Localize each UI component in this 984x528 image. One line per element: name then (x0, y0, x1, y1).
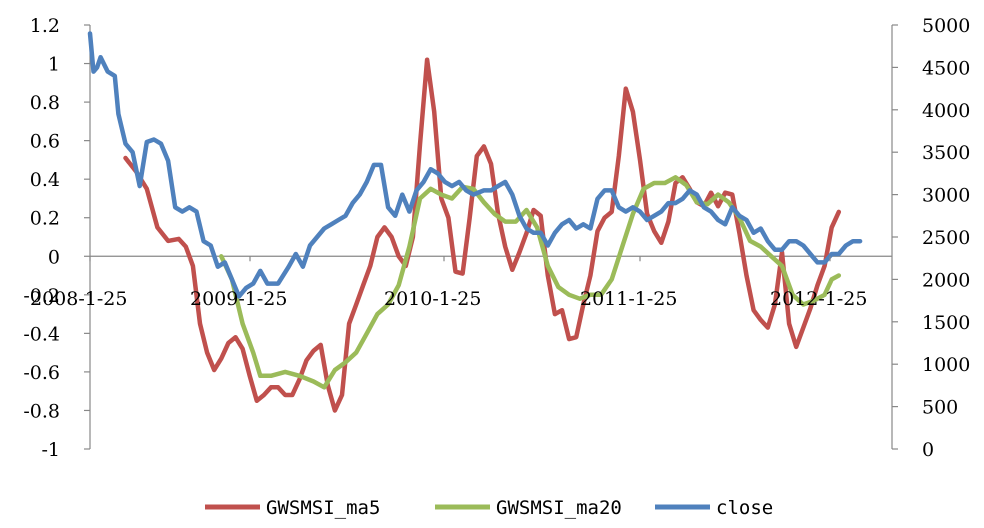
left-y-tick-label: 0.4 (30, 169, 60, 191)
x-tick-label: 2011-1-25 (580, 288, 677, 310)
left-y-tick-label: 1.2 (30, 15, 60, 37)
legend-label: GWSMSI_ma5 (266, 497, 380, 519)
left-y-tick-label: -0.4 (23, 323, 60, 345)
x-tick-label: 2012-1-25 (770, 288, 867, 310)
legend-label: close (716, 497, 773, 519)
right-y-tick-label: 4000 (922, 100, 970, 122)
right-y-tick-label: 3000 (922, 185, 970, 207)
legend-label: GWSMSI_ma20 (496, 497, 622, 519)
right-y-tick-label: 1000 (922, 354, 970, 376)
left-y-tick-label: 0.8 (30, 92, 60, 114)
plot-area: 1.210.80.60.40.20-0.2-0.4-0.6-0.8-1 5000… (23, 15, 970, 461)
left-y-tick-label: -0.2 (23, 285, 60, 307)
left-y-tick-label: -0.8 (23, 400, 60, 422)
series-line-gwsmsi-ma20 (219, 175, 842, 390)
right-y-tick-label: 0 (922, 439, 934, 461)
right-y-tick-label: 2000 (922, 269, 970, 291)
right-y-tick-label: 500 (922, 397, 958, 419)
left-y-tick-label: -0.6 (23, 362, 60, 384)
left-y-tick-label: 0 (48, 246, 60, 268)
legend: GWSMSI_ma5 GWSMSI_ma20 close (205, 497, 773, 519)
left-y-tick-label: 1 (48, 54, 60, 76)
right-y-tick-label: 2500 (922, 227, 970, 249)
right-y-tick-label: 5000 (922, 15, 970, 37)
x-tick-label: 2010-1-25 (384, 288, 481, 310)
series-line-close (87, 31, 863, 299)
series-lines (87, 31, 863, 413)
left-y-tick-label: -1 (41, 439, 60, 461)
right-y-tick-label: 4500 (922, 57, 970, 79)
left-y-axis-ticks: 1.2 1 0.8 0.6 0.4 0.2 0 -0.2 -0.4 -0.6 -0.8 -1 (23, 15, 90, 461)
x-tick-label: 2008-1-25 (30, 288, 127, 310)
left-y-tick-label: 0.6 (30, 131, 60, 153)
x-tick-label: 2009-1-25 (190, 288, 287, 310)
right-y-tick-label: 1500 (922, 312, 970, 334)
left-y-tick-label: 0.2 (30, 208, 60, 230)
x-axis-tick-labels: 2008-1-25 2009-1-25 2010-1-25 2011-1-25 2012… (30, 256, 867, 310)
right-y-tick-label: 3500 (922, 142, 970, 164)
series-line-gwsmsi-ma5 (123, 57, 842, 413)
